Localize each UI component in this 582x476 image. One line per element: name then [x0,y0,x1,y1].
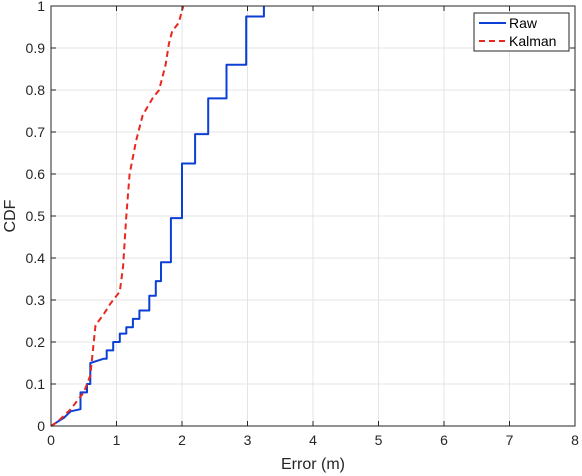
series-line-kalman [50,5,185,427]
x-tick-labels: 0 1 2 3 4 5 6 7 8 [47,432,579,448]
y-tick-label: 0.5 [26,208,46,224]
y-tick-label: 0.7 [26,124,46,140]
series-line-raw [50,6,265,427]
y-tick-label: 0.6 [26,166,46,182]
y-tick-label: 0.1 [26,376,46,392]
x-axis-label: Error (m) [281,456,345,473]
axis-ticks [50,5,576,427]
y-tick-label: 0.4 [26,250,46,266]
x-tick-label: 8 [571,432,579,448]
x-tick-label: 7 [506,432,514,448]
y-tick-label: 0.9 [26,40,46,56]
series-layer [50,5,265,427]
y-tick-label: 0.8 [26,82,46,98]
x-tick-label: 6 [440,432,448,448]
legend-box [473,12,570,52]
y-tick-label: 1 [37,0,45,14]
y-axis-label: CDF [2,199,19,232]
legend-label-raw: Raw [509,15,538,31]
x-tick-label: 5 [375,432,383,448]
y-tick-label: 0.3 [26,292,46,308]
y-tick-label: 0 [37,418,45,434]
x-tick-label: 0 [47,432,55,448]
x-tick-label: 2 [178,432,186,448]
y-tick-label: 0.2 [26,334,46,350]
y-tick-labels: 0 0.1 0.2 0.3 0.4 0.5 0.6 0.7 0.8 0.9 1 [26,0,46,434]
legend: Raw Kalman [473,12,570,52]
x-tick-label: 3 [244,432,252,448]
x-tick-label: 1 [113,432,121,448]
legend-label-kalman: Kalman [509,33,556,49]
x-tick-label: 4 [309,432,317,448]
